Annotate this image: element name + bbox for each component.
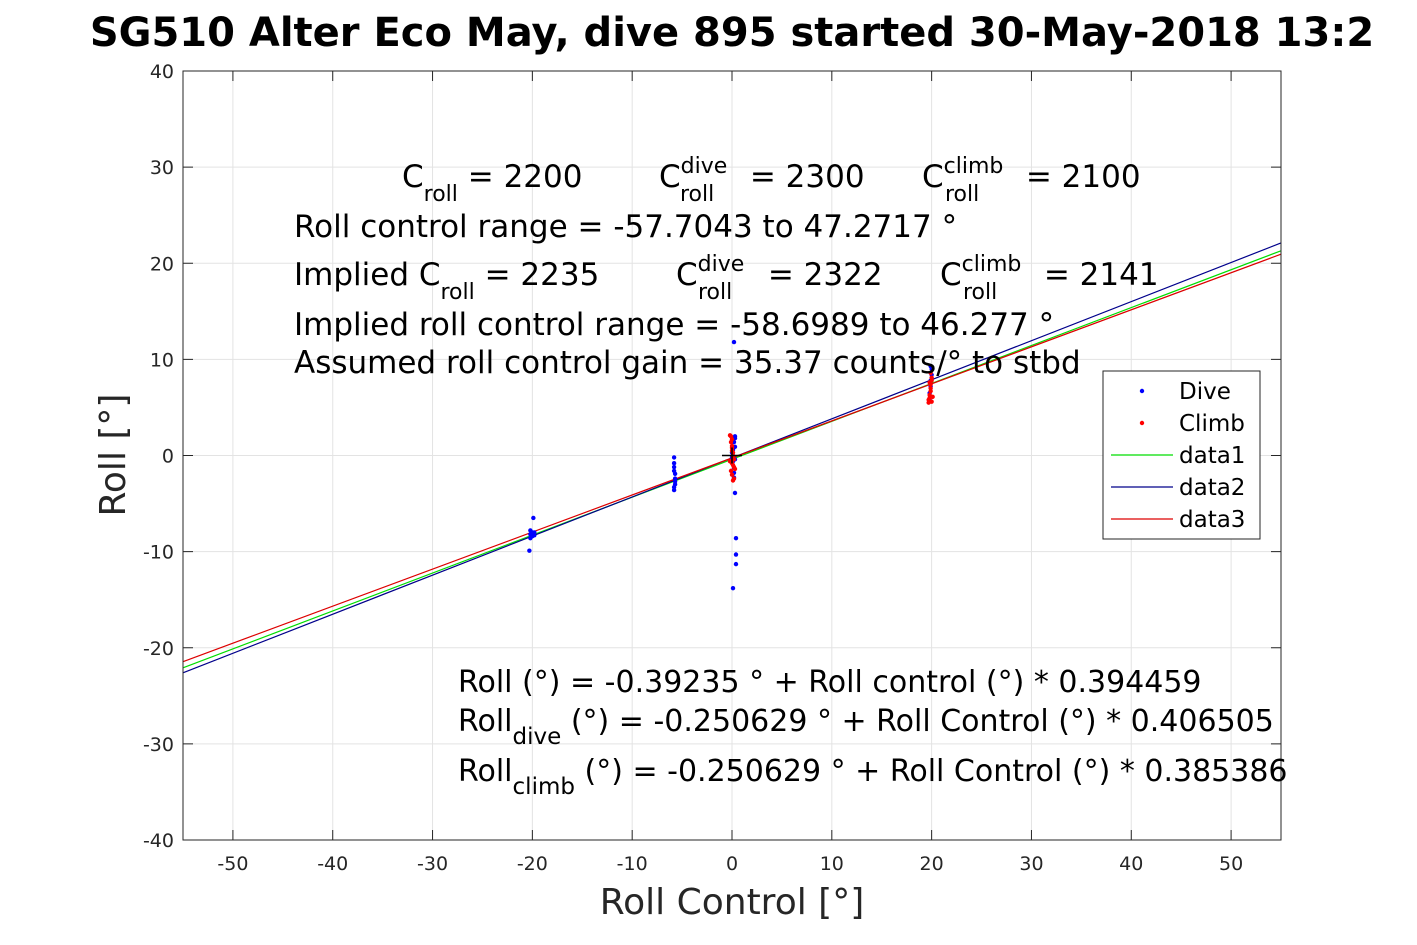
point-climb xyxy=(729,472,735,477)
point-dive xyxy=(532,530,537,535)
annotation-implied-c-roll: Implied Croll = 2235 xyxy=(294,257,599,305)
point-climb xyxy=(929,375,934,380)
point-dive xyxy=(733,535,739,541)
legend-label-data1: data1 xyxy=(1179,443,1245,469)
annotation-fit-climb: Rollclimb (°) = -0.250629 ° + Roll Contr… xyxy=(458,754,1288,800)
point-climb xyxy=(930,394,935,400)
legend-label-data3: data3 xyxy=(1179,507,1245,533)
annotation-assumed-gain: Assumed roll control gain = 35.37 counts… xyxy=(294,345,1081,381)
y-tick-label: 20 xyxy=(150,253,174,275)
annotation-implied-c-roll-climb: Cclimb roll = 2141 xyxy=(940,252,1159,305)
point-dive xyxy=(732,490,738,496)
point-dive xyxy=(671,460,677,466)
legend-label-dive: Dive xyxy=(1179,379,1231,405)
legend: Dive Climb data1 data2 data3 xyxy=(1102,370,1261,540)
axis-ticks: -50 -40 -30 -20 -10 0 10 20 30 40 50 -40 -30 -20 -10 0 1… xyxy=(143,61,1281,875)
y-tick-label: -10 xyxy=(143,542,174,564)
y-tick-label: 30 xyxy=(150,157,174,179)
point-dive xyxy=(527,548,532,553)
y-axis-label: Roll [°] xyxy=(93,394,134,517)
point-dive xyxy=(733,552,739,557)
annotation-c-roll: Croll = 2200 xyxy=(402,159,582,207)
annotation-coefficients: Croll = 2200 Cdive roll = 2300 Cclimb roll… xyxy=(294,154,1159,381)
point-dive xyxy=(733,561,739,567)
point-dive xyxy=(672,476,678,481)
x-tick-label: 10 xyxy=(820,853,844,875)
y-tick-label: 10 xyxy=(150,349,174,371)
x-tick-label: -20 xyxy=(517,853,548,875)
legend-label-data2: data2 xyxy=(1179,475,1245,501)
point-dive xyxy=(928,363,933,369)
y-tick-label: 0 xyxy=(162,446,174,468)
legend-label-climb: Climb xyxy=(1179,411,1245,437)
annotation-implied-range: Implied roll control range = -58.6989 to… xyxy=(294,307,1054,343)
annotation-c-roll-dive: Cdive roll = 2300 xyxy=(659,154,865,207)
legend-swatch-climb xyxy=(1139,420,1145,426)
data-points xyxy=(527,339,935,591)
x-tick-label: -40 xyxy=(317,853,348,875)
point-dive xyxy=(671,455,677,460)
point-dive xyxy=(531,515,536,521)
x-tick-label: 40 xyxy=(1119,853,1143,875)
point-climb xyxy=(728,468,734,474)
x-tick-label: 50 xyxy=(1219,853,1243,875)
point-dive xyxy=(672,471,678,476)
y-tick-label: -20 xyxy=(143,638,174,660)
x-tick-label: -50 xyxy=(217,853,248,875)
point-climb xyxy=(731,457,737,462)
point-dive xyxy=(730,585,736,591)
point-climb xyxy=(927,380,932,385)
point-climb xyxy=(928,386,933,391)
y-tick-label: -30 xyxy=(143,734,174,756)
y-tick-label: 40 xyxy=(150,61,174,83)
annotation-implied-c-roll-dive: Cdive roll = 2322 xyxy=(676,252,883,305)
annotation-fit-dive: Rolldive (°) = -0.250629 ° + Roll Contro… xyxy=(458,704,1274,750)
point-dive xyxy=(731,339,737,345)
point-climb xyxy=(729,436,735,442)
annotation-roll-control-range: Roll control range = -57.7043 to 47.2717… xyxy=(294,209,957,245)
point-climb xyxy=(730,478,736,483)
point-climb xyxy=(928,370,933,376)
x-tick-label: -30 xyxy=(417,853,448,875)
x-axis-label: Roll Control [°] xyxy=(600,882,865,923)
annotation-fit-all: Roll (°) = -0.39235 ° + Roll control (°)… xyxy=(458,665,1202,700)
point-climb xyxy=(732,466,738,472)
x-tick-label: 20 xyxy=(920,853,944,875)
origin-marker xyxy=(722,447,742,464)
annotation-c-roll-climb: Cclimb roll = 2100 xyxy=(922,154,1141,207)
legend-swatch-dive xyxy=(1139,388,1145,394)
y-tick-label: -40 xyxy=(143,830,174,852)
chart-title: SG510 Alter Eco May, dive 895 started 30… xyxy=(90,10,1374,56)
x-tick-label: 0 xyxy=(726,853,738,875)
point-climb xyxy=(929,399,934,404)
point-dive xyxy=(671,464,677,470)
x-tick-label: 30 xyxy=(1019,853,1043,875)
annotation-fit-equations: Roll (°) = -0.39235 ° + Roll control (°)… xyxy=(458,665,1288,800)
x-tick-label: -10 xyxy=(617,853,648,875)
point-dive xyxy=(671,487,677,493)
